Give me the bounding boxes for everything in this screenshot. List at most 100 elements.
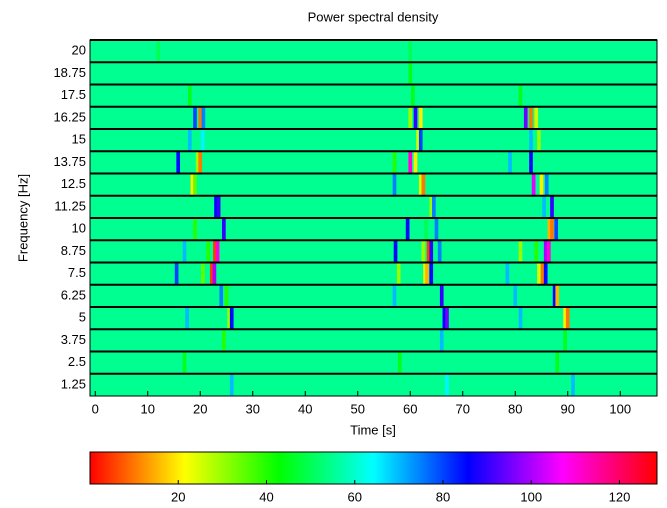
- stripe: [392, 173, 397, 196]
- stripe: [424, 218, 428, 241]
- stripe: [193, 106, 197, 129]
- stripe: [543, 240, 548, 263]
- stripe: [408, 106, 413, 129]
- cell-background: [90, 151, 657, 174]
- stripe: [212, 262, 217, 285]
- stripe: [413, 151, 418, 174]
- stripe: [216, 195, 221, 218]
- stripe: [542, 195, 546, 218]
- stripe: [219, 284, 224, 307]
- y-tick-label: 5: [79, 310, 86, 325]
- colorbar-tick-label: 120: [609, 489, 631, 504]
- y-tick-label: 7.5: [68, 265, 86, 280]
- stripe: [396, 262, 401, 285]
- stripe: [418, 173, 423, 196]
- stripe: [227, 307, 231, 330]
- cell-background: [90, 195, 657, 218]
- y-tick-label: 17.5: [61, 87, 86, 102]
- x-tick-label: 80: [508, 401, 522, 416]
- stripe: [513, 284, 518, 307]
- stripe: [529, 106, 533, 129]
- y-tick-label: 10: [72, 221, 86, 236]
- cell-background: [90, 173, 657, 196]
- stripe: [408, 40, 413, 63]
- stripe: [182, 240, 187, 263]
- stripe: [518, 307, 523, 330]
- stripe: [540, 262, 545, 285]
- stripe: [421, 240, 426, 263]
- stripe: [425, 262, 429, 285]
- stripe: [215, 240, 220, 263]
- stripe: [552, 284, 557, 307]
- y-tick-label: 11.25: [54, 198, 86, 213]
- plot-frame: [89, 39, 658, 397]
- stripe: [529, 129, 533, 152]
- cell-background: [90, 351, 657, 374]
- stripe: [187, 129, 192, 152]
- stripe: [429, 262, 434, 285]
- x-tick-label: 70: [456, 401, 470, 416]
- stripe: [209, 262, 214, 285]
- y-tick-label: 13.75: [53, 154, 86, 169]
- stripe: [555, 351, 560, 374]
- stripe: [429, 240, 434, 263]
- stripe: [193, 218, 197, 241]
- stripe: [408, 62, 413, 85]
- stripe: [222, 329, 226, 352]
- y-tick-label: 2.5: [68, 354, 86, 369]
- stripe: [201, 262, 205, 285]
- stripe: [439, 284, 444, 307]
- stripe: [213, 240, 217, 263]
- stripe: [434, 218, 439, 241]
- stripe: [201, 129, 205, 152]
- x-tick-label: 100: [609, 401, 631, 416]
- colorbar-tick-label: 60: [348, 489, 362, 504]
- stripe: [393, 240, 398, 263]
- stripe: [537, 262, 541, 285]
- stripe: [442, 307, 447, 330]
- stripe: [185, 307, 189, 330]
- stripe: [392, 284, 397, 307]
- colorbar-tick-label: 100: [520, 489, 542, 504]
- y-tick-label: 15: [72, 132, 86, 147]
- x-axis-label: Time [s]: [350, 422, 396, 437]
- stripe: [229, 373, 234, 396]
- y-tick-label: 3.75: [61, 332, 86, 347]
- cell-background: [90, 62, 657, 85]
- stripe: [547, 218, 552, 241]
- stripe: [439, 329, 444, 352]
- stripe: [518, 240, 523, 263]
- y-tick-label: 1.25: [61, 376, 86, 391]
- stripe: [508, 151, 512, 174]
- stripe: [206, 240, 210, 263]
- stripe: [543, 262, 548, 285]
- stripe: [550, 195, 554, 218]
- stripe: [445, 373, 449, 396]
- stripe: [523, 106, 528, 129]
- stripe: [432, 195, 436, 218]
- colorbar-tick-label: 80: [436, 489, 450, 504]
- x-tick-label: 60: [403, 401, 417, 416]
- colorbar-tick-label: 40: [259, 489, 273, 504]
- stripe: [531, 173, 536, 196]
- y-tick-label: 8.75: [61, 243, 86, 258]
- colorbar: [89, 451, 658, 485]
- x-tick-label: 50: [351, 401, 365, 416]
- cell-background: [90, 307, 657, 330]
- stripe: [405, 218, 410, 241]
- stripe: [518, 84, 523, 107]
- stripe: [174, 262, 179, 285]
- y-tick-label: 20: [72, 43, 86, 58]
- stripe: [418, 106, 423, 129]
- stripe: [176, 151, 181, 174]
- stripe: [534, 106, 539, 129]
- y-tick-label: 12.5: [61, 176, 86, 191]
- stripe: [550, 218, 554, 241]
- x-tick-label: 10: [141, 401, 155, 416]
- stripe: [539, 173, 544, 196]
- cell-background: [90, 106, 657, 129]
- stripe: [198, 151, 203, 174]
- stripe: [571, 373, 575, 396]
- stripe: [198, 106, 203, 129]
